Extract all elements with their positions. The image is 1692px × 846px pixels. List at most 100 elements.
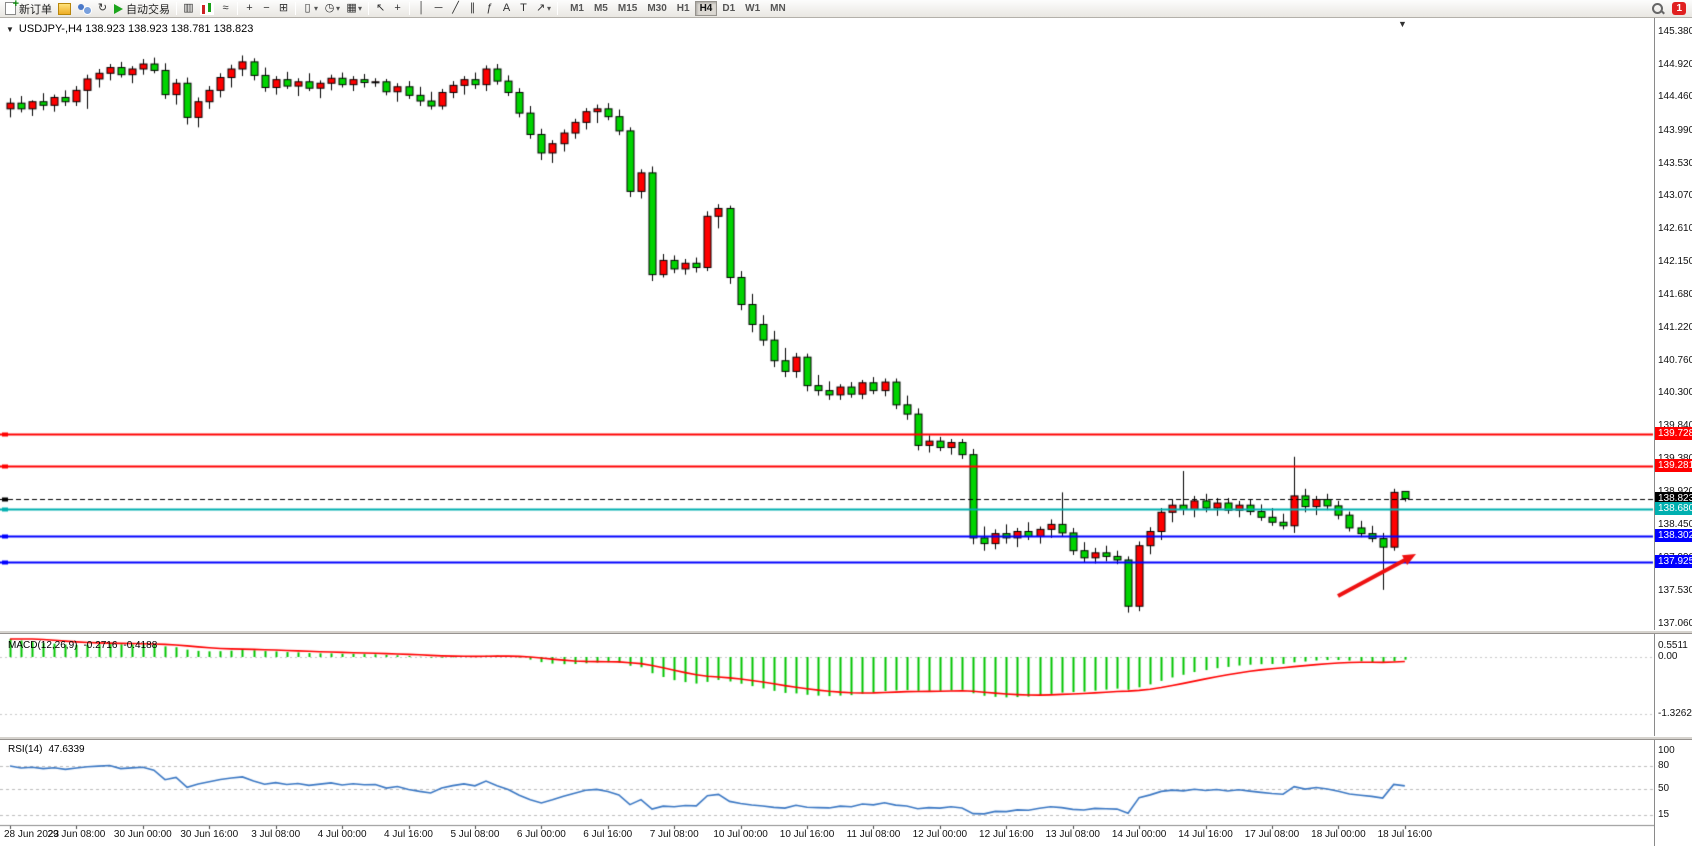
timeframe-toolbar: M1 M5 M15 M30 H1 H4 D1 W1 MN <box>565 1 791 16</box>
time-axis-label: 10 Jul 00:00 <box>713 829 768 840</box>
price-axis-label: 139.840 <box>1658 420 1692 432</box>
chart-shift-marker[interactable]: ▼ <box>1398 19 1407 29</box>
candlestick-chart-button[interactable] <box>197 0 217 17</box>
autotrading-label: 自动交易 <box>126 3 170 16</box>
arrow-tool-icon: ↗ <box>535 2 546 14</box>
trendline-tool-button[interactable]: ╱ <box>447 0 464 17</box>
trendline-icon: ╱ <box>452 2 459 14</box>
tile-windows-button[interactable]: ⊞ <box>275 0 292 17</box>
price-axis-label: 143.990 <box>1658 124 1692 136</box>
label-tool-button[interactable]: T <box>515 0 532 17</box>
time-axis-label: 4 Jul 16:00 <box>384 829 433 840</box>
price-axis-label: 141.220 <box>1658 322 1692 333</box>
arrows-tool-button[interactable]: ↗ ▾ <box>532 0 554 17</box>
cursor-tool-button[interactable]: ↖ <box>372 0 389 17</box>
price-axis-label: 137.060 <box>1658 618 1692 629</box>
timeframe-button-m30[interactable]: M30 <box>642 1 671 16</box>
time-axis-label: 6 Jul 00:00 <box>516 829 566 840</box>
price-axis-label: 138.920 <box>1658 486 1692 497</box>
time-axis-label: 6 Jul 16:00 <box>583 829 633 840</box>
toolbar-separator <box>557 2 559 15</box>
line-chart-button[interactable]: ≈ <box>217 0 234 17</box>
candlestick-chart-icon <box>200 2 214 15</box>
level-price-tag[interactable]: 138.302 <box>1655 528 1692 542</box>
time-axis[interactable]: 28 Jun 2023 29 Jun 08:00 30 Jun 00:00 30 Ju… <box>0 826 1654 846</box>
rsi-indicator-label: RSI(14) 47.6339 <box>8 744 85 755</box>
price-axis-label: 140.760 <box>1658 354 1692 366</box>
search-button[interactable] <box>1648 0 1667 17</box>
macd-main-value: -0.2716 <box>83 640 118 651</box>
timeframe-button-m5[interactable]: M5 <box>589 1 613 16</box>
label-tool-icon: T <box>520 2 527 14</box>
time-axis-label: 10 Jul 16:00 <box>779 829 835 840</box>
time-axis-label: 14 Jul 16:00 <box>1178 829 1233 840</box>
timeframe-button-mn[interactable]: MN <box>765 1 791 16</box>
price-axis-label: 142.610 <box>1658 223 1692 235</box>
macd-indicator-label: MACD(12,26,9) -0.2716 -0.4188 <box>8 640 157 651</box>
panel-splitter-rsi[interactable] <box>0 736 1692 740</box>
timeframe-button-m1[interactable]: M1 <box>565 1 589 16</box>
vertical-line-tool-button[interactable]: │ <box>413 0 430 17</box>
new-order-icon <box>5 0 19 15</box>
crosshair-icon: + <box>394 2 401 14</box>
level-price-tag[interactable]: 139.728 <box>1655 427 1692 441</box>
horizontal-line-tool-button[interactable]: ─ <box>430 0 447 17</box>
toolbar-separator <box>368 2 370 15</box>
text-tool-button[interactable]: A <box>498 0 515 17</box>
timeframe-button-m15[interactable]: M15 <box>613 1 642 16</box>
refresh-button[interactable]: ↻ <box>94 0 111 17</box>
rsi-scale-label: 50 <box>1658 782 1670 794</box>
new-chart-button[interactable]: ▯ ▾ <box>299 0 321 17</box>
panel-splitter-macd[interactable] <box>0 630 1692 634</box>
refresh-icon: ↻ <box>97 2 108 14</box>
bar-chart-button[interactable]: ▥ <box>180 0 197 17</box>
timeframe-button-h4[interactable]: H4 <box>694 1 718 16</box>
level-price-tag[interactable]: 137.925 <box>1655 555 1692 569</box>
fibonacci-tool-button[interactable]: ƒ <box>481 0 498 17</box>
time-axis-label: 14 Jul 00:00 <box>1111 829 1167 840</box>
rsi-scale-label: 15 <box>1658 809 1670 820</box>
timeframe-button-d1[interactable]: D1 <box>717 1 740 16</box>
macd-name: MACD(12,26,9) <box>8 640 78 651</box>
timeframe-button-h1[interactable]: H1 <box>672 1 695 16</box>
collapse-icon[interactable]: ▼ <box>6 24 14 34</box>
time-axis-label: 28 Jun 2023 <box>4 829 60 840</box>
market-watch-button[interactable] <box>74 0 94 17</box>
rsi-scale-label: 100 <box>1658 745 1675 756</box>
toolbar-separator <box>295 2 296 15</box>
text-tool-icon: A <box>502 2 511 14</box>
timeframe-button-w1[interactable]: W1 <box>740 1 765 16</box>
metaeditor-button[interactable] <box>55 0 74 17</box>
price-axis[interactable]: 145.380 144.920 144.460 143.990 143.530 143.0… <box>1654 18 1692 846</box>
bar-chart-icon: ▥ <box>183 2 194 14</box>
zoom-in-button[interactable]: + <box>241 0 258 17</box>
cursor-icon: ↖ <box>375 2 386 14</box>
price-chart-canvas[interactable] <box>0 18 1692 846</box>
crosshair-tool-button[interactable]: + <box>389 0 406 17</box>
time-axis-label: 11 Jul 08:00 <box>846 829 901 840</box>
notification-badge[interactable]: 1 <box>1672 2 1686 15</box>
templates-button[interactable]: ▦ ▾ <box>343 0 365 17</box>
time-axis-label: 17 Jul 08:00 <box>1244 829 1300 840</box>
price-axis-label: 144.460 <box>1658 91 1692 103</box>
market-watch-icon <box>77 2 92 15</box>
zoom-out-button[interactable]: − <box>258 0 275 17</box>
autotrading-button[interactable]: 自动交易 <box>111 0 173 17</box>
fibonacci-icon: ƒ <box>486 2 493 14</box>
time-axis-label: 13 Jul 08:00 <box>1045 829 1100 840</box>
price-axis-label: 142.150 <box>1658 255 1692 267</box>
macd-signal-value: -0.4188 <box>123 640 158 651</box>
channel-tool-button[interactable]: ∥ <box>464 0 481 17</box>
zoom-in-icon: + <box>246 2 253 14</box>
level-price-tag[interactable]: 138.680 <box>1655 501 1692 515</box>
price-axis-label: 143.530 <box>1658 157 1692 169</box>
new-order-button[interactable]: 新订单 <box>2 0 55 17</box>
template-icon: ▦ <box>346 2 357 14</box>
zoom-out-icon: − <box>263 2 270 14</box>
toolbar-separator <box>409 2 411 15</box>
level-price-tag[interactable]: 139.281 <box>1655 458 1692 472</box>
period-button[interactable]: ◷ ▾ <box>321 0 343 17</box>
time-axis-label: 4 Jul 00:00 <box>317 829 367 840</box>
macd-scale-label: -1.3262 <box>1658 708 1692 720</box>
